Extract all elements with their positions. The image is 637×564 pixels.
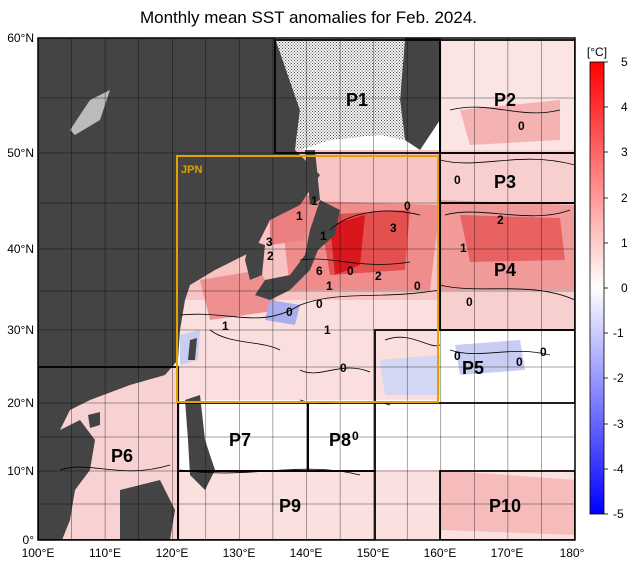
lat-tick-label: 20°N bbox=[7, 396, 34, 410]
lat-tick-label: 50°N bbox=[7, 146, 34, 160]
lon-tick-label: 100°E bbox=[22, 546, 55, 560]
colorbar-tick: -4 bbox=[613, 462, 624, 476]
contour-labels: 0 1 1 3 2 1 6 0 2 3 0 1 2 0 1 0 0 0 0 1 … bbox=[222, 119, 547, 443]
lon-tick-label: 140°E bbox=[290, 546, 323, 560]
region-label-p8: P8 bbox=[329, 430, 351, 450]
colorbar-tick: 1 bbox=[621, 236, 628, 250]
map-frame bbox=[37, 37, 576, 541]
colorbar-tick: -5 bbox=[613, 507, 624, 521]
lat-tick-label: 10°N bbox=[7, 464, 34, 478]
contour-label: 1 bbox=[296, 209, 303, 223]
region-label-p10: P10 bbox=[489, 496, 521, 516]
contour-label: 0 bbox=[286, 305, 293, 319]
lat-tick-label: 30°N bbox=[7, 323, 34, 337]
colorbar-gradient bbox=[589, 61, 605, 515]
contour-label: 1 bbox=[222, 319, 229, 333]
colorbar-tick: -1 bbox=[613, 326, 624, 340]
contour-label: 1 bbox=[311, 194, 318, 208]
contour-label: 0 bbox=[340, 361, 347, 375]
latitude-axis: 0° 10°N 20°N 30°N 40°N 50°N 60°N bbox=[7, 31, 34, 547]
colorbar-tick: 4 bbox=[621, 100, 628, 114]
contour-label: 3 bbox=[390, 221, 397, 235]
contour-label: 1 bbox=[320, 229, 327, 243]
contour-label: 0 bbox=[414, 279, 421, 293]
lon-tick-label: 130°E bbox=[223, 546, 256, 560]
colorbar-tick: -2 bbox=[613, 371, 624, 385]
contour-label: 0 bbox=[404, 199, 411, 213]
contour-label: 0 bbox=[316, 297, 323, 311]
region-label-p7: P7 bbox=[229, 430, 251, 450]
land-masses bbox=[38, 38, 440, 540]
contour-label: 0 bbox=[540, 345, 547, 359]
region-label-p6: P6 bbox=[111, 446, 133, 466]
colorbar-tick: -3 bbox=[613, 417, 624, 431]
contour-label: 6 bbox=[316, 264, 323, 278]
contour-label: 1 bbox=[460, 241, 467, 255]
contour-label: 1 bbox=[324, 323, 331, 337]
contour-label: 0 bbox=[347, 264, 354, 278]
map-title: Monthly mean SST anomalies for Feb. 2024… bbox=[139, 8, 478, 27]
region-label-p4: P4 bbox=[494, 260, 516, 280]
region-label-p5: P5 bbox=[462, 358, 484, 378]
contour-label: 3 bbox=[266, 235, 273, 249]
lon-tick-label: 170°E bbox=[491, 546, 524, 560]
region-label-p2: P2 bbox=[494, 90, 516, 110]
contour-label: 0 bbox=[454, 173, 461, 187]
contour-label: 2 bbox=[375, 269, 382, 283]
region-label-jpn: JPN bbox=[181, 164, 202, 176]
colorbar-tick: 3 bbox=[621, 145, 628, 159]
contour-label: 0 bbox=[352, 429, 359, 443]
region-label-p3: P3 bbox=[494, 172, 516, 192]
colorbar: [°C] 5 4 3 2 1 0 -1 -2 -3 -4 -5 bbox=[587, 45, 628, 521]
colorbar-unit: [°C] bbox=[587, 45, 607, 59]
region-labels: P1 P2 P3 P4 P5 P6 P7 P8 P9 P10 JPN bbox=[111, 90, 521, 516]
lon-tick-label: 110°E bbox=[89, 546, 121, 560]
contour-label: 0 bbox=[466, 295, 473, 309]
jpn-region-box bbox=[176, 155, 439, 403]
lat-tick-label: 40°N bbox=[7, 242, 34, 256]
lon-tick-label: 150°E bbox=[357, 546, 390, 560]
lon-tick-label: 160°E bbox=[424, 546, 457, 560]
colorbar-tick: 0 bbox=[621, 281, 628, 295]
lat-tick-label: 60°N bbox=[7, 31, 34, 45]
lat-tick-label: 0° bbox=[23, 533, 35, 547]
colorbar-tick: 2 bbox=[621, 191, 628, 205]
contour-label: 0 bbox=[518, 119, 525, 133]
region-boxes bbox=[38, 39, 575, 540]
colorbar-tick: 5 bbox=[621, 55, 628, 69]
contour-label: 1 bbox=[326, 279, 333, 293]
contour-label: 0 bbox=[516, 355, 523, 369]
contour-label: 2 bbox=[497, 213, 504, 227]
longitude-axis: 100°E 110°E 120°E 130°E 140°E 150°E 160°… bbox=[22, 546, 585, 560]
lon-tick-label: 180° bbox=[560, 546, 585, 560]
contour-label: 2 bbox=[267, 249, 274, 263]
region-label-p9: P9 bbox=[279, 496, 301, 516]
contour-label: 0 bbox=[454, 349, 461, 363]
lon-tick-label: 120°E bbox=[156, 546, 189, 560]
region-label-p1: P1 bbox=[346, 90, 368, 110]
